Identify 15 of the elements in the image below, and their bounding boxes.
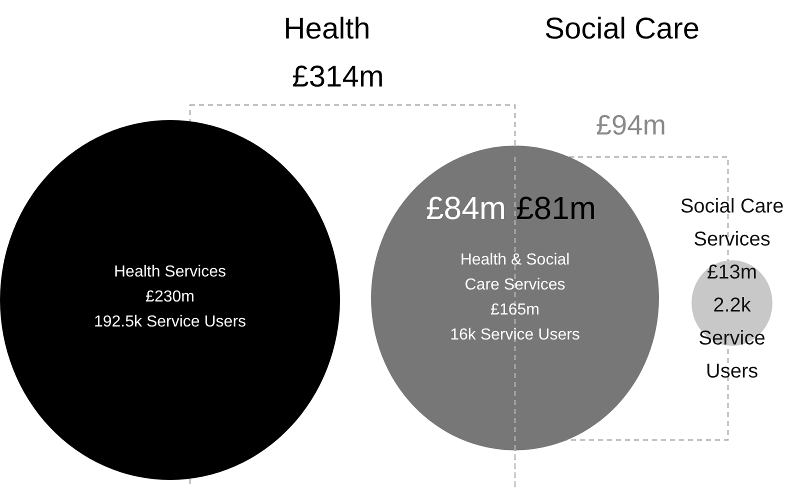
text: £81m xyxy=(516,190,596,226)
text: Social Care xyxy=(544,12,700,46)
data-label: £165m xyxy=(490,301,540,318)
text: 16k Service Users xyxy=(450,326,580,344)
text: £314m xyxy=(292,60,384,94)
data-label: £13m xyxy=(706,262,758,284)
text: £94m xyxy=(596,110,666,141)
category-label: Social Care Services xyxy=(680,196,784,251)
text: 192.5k Service Users xyxy=(94,313,246,330)
text: 2.2k Service Users xyxy=(698,294,766,383)
category-label: Health & Social Care Services xyxy=(460,251,570,294)
text: Health xyxy=(284,12,370,46)
category-label: Health Services xyxy=(114,263,226,280)
data-label: £230m xyxy=(146,288,194,306)
text: £84m xyxy=(426,190,506,226)
